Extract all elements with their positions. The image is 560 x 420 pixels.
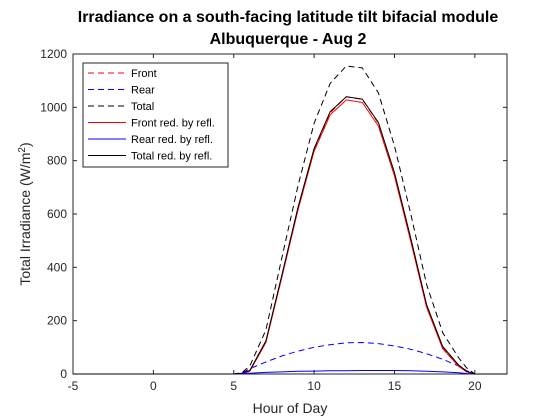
- x-axis-label: Hour of Day: [253, 400, 328, 416]
- y-tick-label: 800: [47, 154, 67, 168]
- y-axis-label-close: ): [17, 142, 33, 147]
- chart-title-line1: Irradiance on a south-facing latitude ti…: [78, 9, 499, 26]
- series-group: [73, 65, 507, 375]
- y-tick-label: 1000: [40, 100, 67, 114]
- legend-box: [82, 62, 229, 168]
- y-axis-label-main: Total Irradiance (W/m: [17, 153, 33, 286]
- series-line-5: [73, 96, 507, 375]
- legend-label-5: Total red. by refl.: [131, 151, 212, 163]
- y-tick-label: 1200: [40, 47, 67, 61]
- y-tick-label: 400: [47, 260, 67, 274]
- chart-title-line2: Albuquerque - Aug 2: [210, 31, 367, 48]
- x-tick-label: 20: [468, 379, 482, 393]
- legend-label-0: Front: [131, 68, 157, 80]
- x-tick-label: 10: [307, 379, 321, 393]
- y-tick-label: 600: [47, 207, 67, 221]
- legend-label-3: Front red. by refl.: [131, 118, 215, 130]
- series-line-1: [73, 342, 507, 375]
- y-tick-label: 200: [47, 314, 67, 328]
- legend-label-1: Rear: [131, 85, 155, 97]
- x-tick-label: 5: [230, 379, 237, 393]
- x-tick-label: 15: [388, 379, 402, 393]
- y-tick-label: 0: [60, 367, 67, 381]
- legend-label-4: Rear red. by refl.: [131, 134, 213, 146]
- legend: Front Rear Total Front red. by refl. Rear re…: [82, 62, 229, 168]
- y-axis-label: Total Irradiance (W/m2): [17, 142, 34, 285]
- series-line-2: [73, 65, 507, 375]
- legend-label-2: Total: [131, 101, 154, 113]
- x-tick-label: 0: [150, 379, 157, 393]
- y-axis-label-superscript: 2: [17, 147, 28, 153]
- series-line-4: [73, 370, 507, 375]
- x-tick-label: -5: [68, 379, 79, 393]
